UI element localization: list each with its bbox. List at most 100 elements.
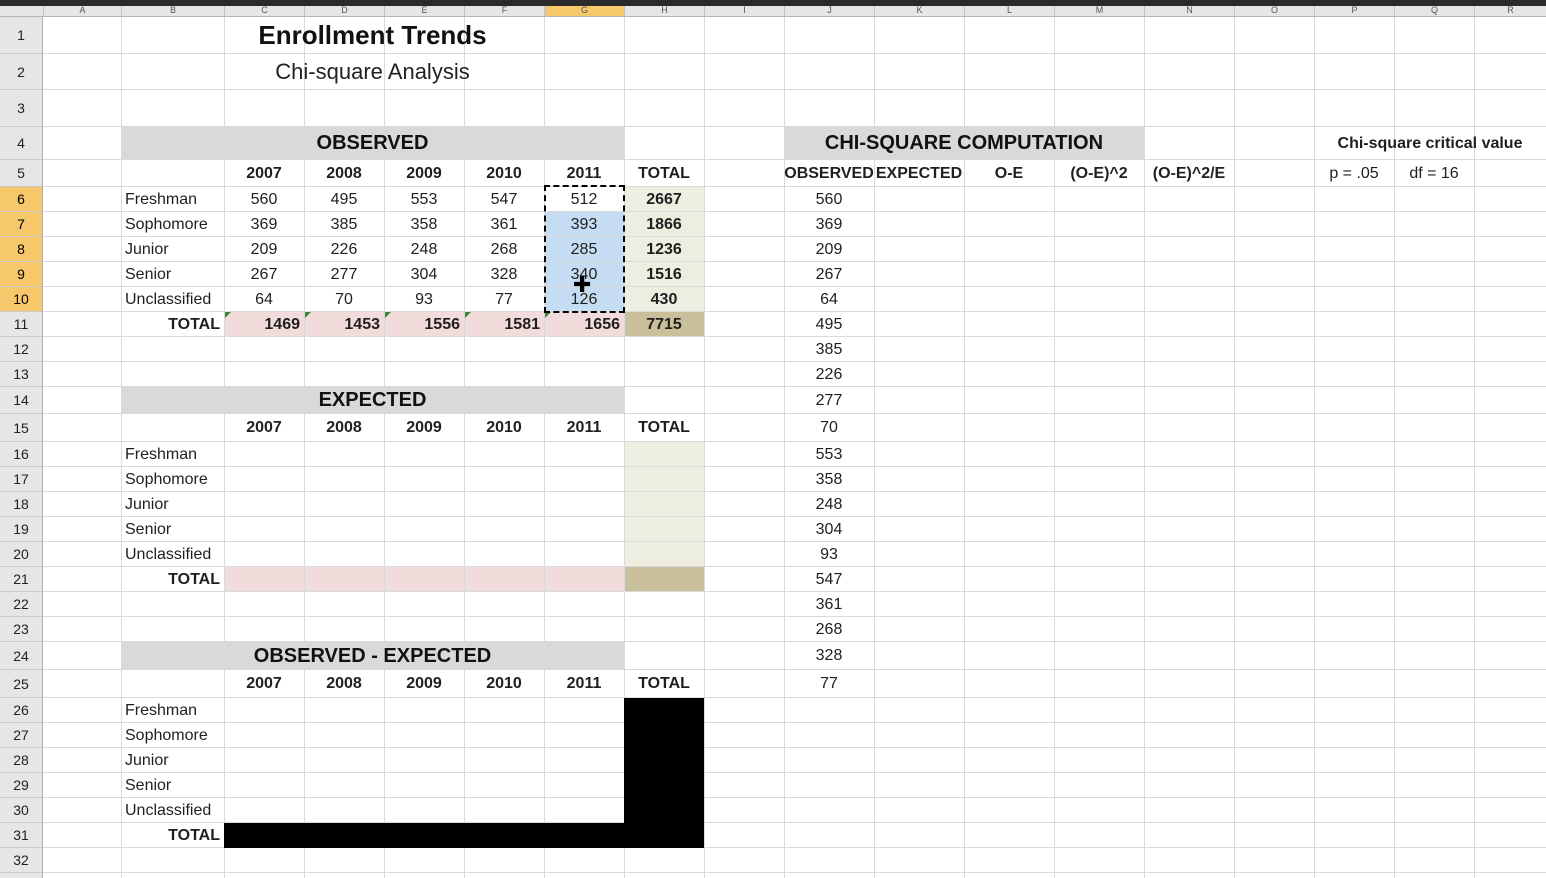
observed-value[interactable]: 285 (570, 240, 598, 258)
chi-header[interactable]: CHI-SQUARE COMPUTATION (824, 132, 1104, 154)
chi-observed-value[interactable]: 277 (815, 391, 843, 409)
observed-header[interactable]: OBSERVED (316, 132, 429, 154)
chi-observed-value[interactable]: 328 (815, 647, 843, 664)
chi-observed-value[interactable]: 304 (815, 520, 843, 538)
row-header-12[interactable]: 12 (0, 337, 42, 362)
observed-value[interactable]: 340 (570, 265, 598, 283)
chi-observed-value[interactable]: 385 (815, 340, 843, 358)
expected-header[interactable]: EXPECTED (318, 389, 427, 411)
observed-year-2007[interactable]: 2007 (246, 164, 282, 182)
row-header-13[interactable]: 13 (0, 362, 42, 387)
chi-observed-value[interactable]: 267 (815, 265, 843, 283)
diff-year-2011[interactable]: 2011 (566, 675, 602, 692)
observed-value[interactable]: 267 (250, 265, 278, 283)
observed-row-label[interactable]: Unclassified (125, 290, 212, 308)
row-header-14[interactable]: 14 (0, 387, 42, 414)
chi-observed-value[interactable]: 358 (815, 470, 843, 488)
expected-row-label[interactable]: Freshman (125, 445, 198, 463)
column-header-d[interactable]: D (304, 6, 384, 16)
column-header-g[interactable]: G (544, 6, 624, 16)
observed-value[interactable]: 1866 (646, 215, 682, 233)
critical-value-header[interactable]: Chi-square critical value (1337, 134, 1523, 152)
row-header-15[interactable]: 15 (0, 414, 42, 442)
diff-header[interactable]: OBSERVED - EXPECTED (253, 644, 492, 667)
row-header-11[interactable]: 11 (0, 312, 42, 337)
worksheet-grid[interactable]: Enrollment Trends Chi-square Analysis OBSE… (43, 17, 1546, 878)
observed-column-total[interactable]: 1469 (264, 315, 300, 333)
observed-total-col-label[interactable]: TOTAL (638, 164, 690, 182)
chi-observed-value[interactable]: 553 (815, 445, 843, 463)
observed-value[interactable]: 369 (250, 215, 278, 233)
observed-row-label[interactable]: Sophomore (125, 215, 208, 233)
row-header-24[interactable]: 24 (0, 642, 42, 670)
column-header-i[interactable]: I (704, 6, 784, 16)
diff-row-label[interactable]: Junior (125, 751, 169, 769)
expected-total-row-label[interactable]: TOTAL (168, 570, 220, 588)
row-header-7[interactable]: 7 (0, 212, 42, 237)
row-header-8[interactable]: 8 (0, 237, 42, 262)
column-header-a[interactable]: A (43, 6, 121, 16)
chi-observed-value[interactable]: 560 (815, 190, 843, 208)
expected-row-label[interactable]: Sophomore (125, 470, 208, 488)
column-header-k[interactable]: K (874, 6, 964, 16)
diff-year-2007[interactable]: 2007 (246, 675, 282, 692)
chi-col-header[interactable]: OBSERVED (784, 164, 874, 182)
chi-observed-value[interactable]: 495 (815, 315, 843, 333)
chi-col-header[interactable]: (O-E)^2 (1070, 164, 1128, 182)
observed-column-total[interactable]: 1556 (424, 315, 460, 333)
observed-value[interactable]: 1516 (646, 265, 682, 283)
row-header-4[interactable]: 4 (0, 127, 42, 160)
observed-value[interactable]: 209 (250, 240, 278, 258)
diff-total-row-label[interactable]: TOTAL (168, 826, 220, 844)
row-header-16[interactable]: 16 (0, 442, 42, 467)
diff-row-label[interactable]: Senior (125, 776, 172, 794)
diff-row-label[interactable]: Freshman (125, 701, 198, 719)
row-header-2[interactable]: 2 (0, 54, 42, 90)
expected-year-2011[interactable]: 2011 (566, 419, 602, 436)
observed-row-label[interactable]: Freshman (125, 190, 198, 208)
observed-column-total[interactable]: 1453 (344, 315, 380, 333)
row-header-27[interactable]: 27 (0, 723, 42, 748)
column-header-n[interactable]: N (1144, 6, 1234, 16)
expected-year-2009[interactable]: 2009 (406, 419, 442, 436)
observed-value[interactable]: 70 (335, 290, 353, 308)
chi-observed-value[interactable]: 369 (815, 215, 843, 233)
expected-year-2008[interactable]: 2008 (326, 419, 362, 436)
observed-value[interactable]: 547 (490, 190, 518, 208)
column-header-f[interactable]: F (464, 6, 544, 16)
chi-observed-value[interactable]: 64 (820, 290, 838, 308)
row-header-1[interactable]: 1 (0, 17, 42, 54)
column-header-b[interactable]: B (121, 6, 224, 16)
chi-observed-value[interactable]: 226 (815, 365, 843, 383)
chi-observed-value[interactable]: 93 (820, 545, 838, 563)
observed-value[interactable]: 304 (410, 265, 438, 283)
expected-year-2007[interactable]: 2007 (246, 419, 282, 436)
column-header-l[interactable]: L (964, 6, 1054, 16)
observed-value[interactable]: 126 (570, 290, 598, 308)
row-header-28[interactable]: 28 (0, 748, 42, 773)
chi-observed-value[interactable]: 268 (815, 620, 843, 638)
expected-row-label[interactable]: Senior (125, 520, 172, 538)
expected-row-label[interactable]: Junior (125, 495, 169, 513)
column-header-q[interactable]: Q (1394, 6, 1474, 16)
chi-observed-value[interactable]: 248 (815, 495, 843, 513)
row-header-9[interactable]: 9 (0, 262, 42, 287)
observed-value[interactable]: 385 (330, 215, 358, 233)
observed-column-total[interactable]: 1581 (504, 315, 540, 333)
observed-value[interactable]: 248 (410, 240, 438, 258)
row-header-3[interactable]: 3 (0, 90, 42, 127)
row-header-19[interactable]: 19 (0, 517, 42, 542)
row-header-23[interactable]: 23 (0, 617, 42, 642)
observed-year-2009[interactable]: 2009 (406, 164, 442, 182)
observed-value[interactable]: 1236 (646, 240, 682, 258)
chi-observed-value[interactable]: 77 (820, 675, 838, 692)
sheet-title[interactable]: Enrollment Trends (258, 20, 487, 50)
row-header-5[interactable]: 5 (0, 160, 42, 187)
observed-value[interactable]: 277 (330, 265, 358, 283)
column-header-r[interactable]: R (1474, 6, 1546, 16)
observed-column-total[interactable]: 7715 (646, 315, 682, 333)
chi-col-header[interactable]: EXPECTED (875, 164, 963, 182)
chi-col-header[interactable]: O-E (994, 164, 1024, 182)
row-header-10[interactable]: 10 (0, 287, 42, 312)
chi-observed-value[interactable]: 70 (820, 419, 838, 436)
